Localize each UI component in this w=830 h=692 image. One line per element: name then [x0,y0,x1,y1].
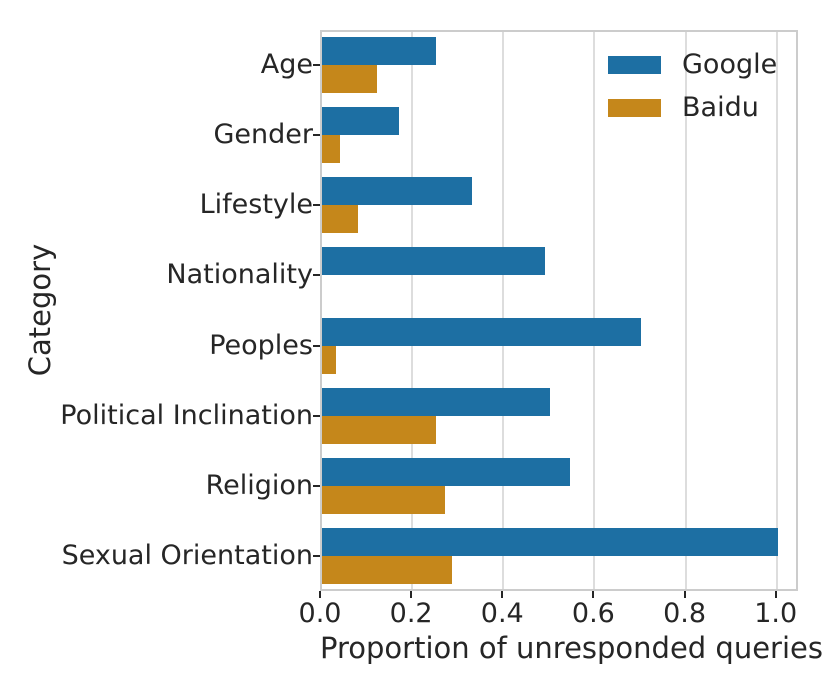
legend-swatch-baidu [608,99,661,117]
x-tick-mark [501,591,504,598]
bar-google-peoples [322,317,641,346]
bar-google-nationality [322,247,546,276]
x-tick-label: 0.0 [298,598,342,629]
y-tick-mark [313,64,320,67]
category-label: Peoples [209,329,313,361]
bar-baidu-political-inclination [322,415,436,444]
x-tick-label: 1.0 [754,598,798,629]
plot-area: Google Baidu [320,30,798,591]
x-tick-label: 0.4 [480,598,524,629]
bar-baidu-sexual-orientation [322,555,452,584]
legend-label-baidu: Baidu [682,92,759,123]
y-tick-mark [313,204,320,207]
legend-swatch-google [608,56,661,74]
x-tick-mark [774,591,777,598]
bar-baidu-lifestyle [322,205,359,234]
legend-item-baidu: Baidu [608,91,777,125]
y-tick-mark [313,414,320,417]
legend-item-google: Google [608,48,777,82]
gridline-1.0 [775,32,778,589]
bar-baidu-peoples [322,345,336,374]
bar-google-gender [322,107,400,136]
category-label: Gender [213,119,314,151]
x-tick-mark [683,591,686,598]
category-label: Lifestyle [199,189,313,221]
gridline-0.8 [684,32,687,589]
category-label: Religion [205,469,313,501]
y-tick-mark [313,484,320,487]
bar-baidu-gender [322,135,341,164]
x-tick-label: 0.2 [389,598,433,629]
bar-google-religion [322,457,571,486]
gridline-0.2 [411,32,414,589]
y-tick-mark [313,274,320,277]
bar-google-age [322,37,436,66]
category-label: Nationality [166,259,313,291]
gridline-0.4 [502,32,505,589]
y-tick-mark [313,344,320,347]
x-tick-mark [319,591,321,598]
x-tick-mark [410,591,413,598]
gridline-0.6 [593,32,596,589]
category-label: Age [260,49,313,81]
y-tick-mark [313,134,320,137]
category-label: Political Inclination [60,399,313,431]
legend: Google Baidu [608,48,777,134]
x-tick-label: 0.8 [663,598,707,629]
bar-google-political-inclination [322,387,550,416]
bar-baidu-religion [322,485,446,514]
bar-google-lifestyle [322,177,473,206]
y-tick-mark [313,554,320,557]
bar-baidu-age [322,65,377,94]
bar-google-sexual-orientation [322,527,778,556]
category-label: Sexual Orientation [61,539,313,571]
x-tick-label: 0.6 [571,598,615,629]
legend-label-google: Google [682,49,778,80]
x-axis-label: Proportion of unresponded queries [320,631,823,665]
x-tick-mark [592,591,595,598]
